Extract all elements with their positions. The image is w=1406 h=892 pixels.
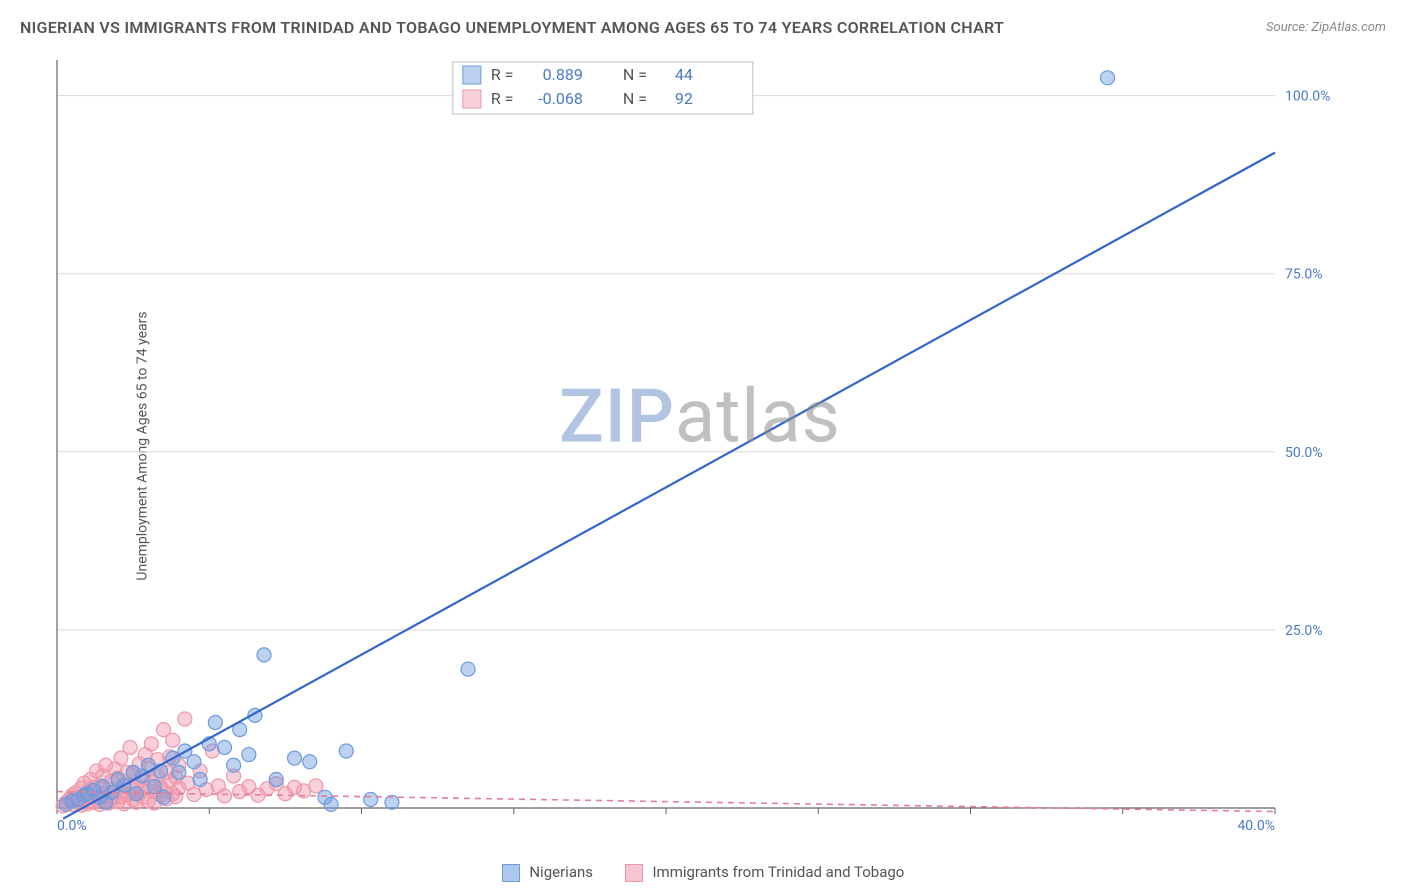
chart-container: 0.0% 40.0% 25.0% 50.0% 75.0% 100.0% R = 0.889 N … — [55, 58, 1345, 838]
correlation-scatter-chart: 0.0% 40.0% 25.0% 50.0% 75.0% 100.0% R = 0.889 N … — [55, 58, 1345, 838]
legend-swatch-trinidad — [625, 864, 643, 882]
svg-text:50.0%: 50.0% — [1285, 445, 1323, 461]
legend-swatch-nigerians — [502, 864, 520, 882]
svg-text:R =: R = — [491, 65, 514, 84]
svg-text:92: 92 — [675, 89, 693, 108]
svg-text:0.0%: 0.0% — [57, 818, 87, 834]
title-row: NIGERIAN VS IMMIGRANTS FROM TRINIDAD AND… — [20, 18, 1386, 37]
svg-text:25.0%: 25.0% — [1285, 623, 1323, 639]
legend-item-nigerians: Nigerians — [502, 863, 593, 882]
svg-text:-0.068: -0.068 — [538, 89, 583, 108]
svg-text:R =: R = — [491, 89, 514, 108]
svg-text:40.0%: 40.0% — [1237, 818, 1275, 834]
chart-title: NIGERIAN VS IMMIGRANTS FROM TRINIDAD AND… — [20, 18, 1004, 37]
svg-text:N =: N = — [623, 89, 647, 108]
svg-text:44: 44 — [675, 65, 693, 84]
svg-text:N =: N = — [623, 65, 647, 84]
svg-text:75.0%: 75.0% — [1285, 267, 1323, 283]
source-label: Source: ZipAtlas.com — [1266, 20, 1386, 35]
legend-label-trinidad: Immigrants from Trinidad and Tobago — [652, 863, 904, 881]
svg-text:0.889: 0.889 — [543, 65, 583, 84]
legend-item-trinidad: Immigrants from Trinidad and Tobago — [625, 863, 905, 882]
legend-label-nigerians: Nigerians — [529, 863, 593, 881]
svg-text:100.0%: 100.0% — [1285, 89, 1330, 105]
bottom-legend: Nigerians Immigrants from Trinidad and T… — [0, 862, 1406, 882]
